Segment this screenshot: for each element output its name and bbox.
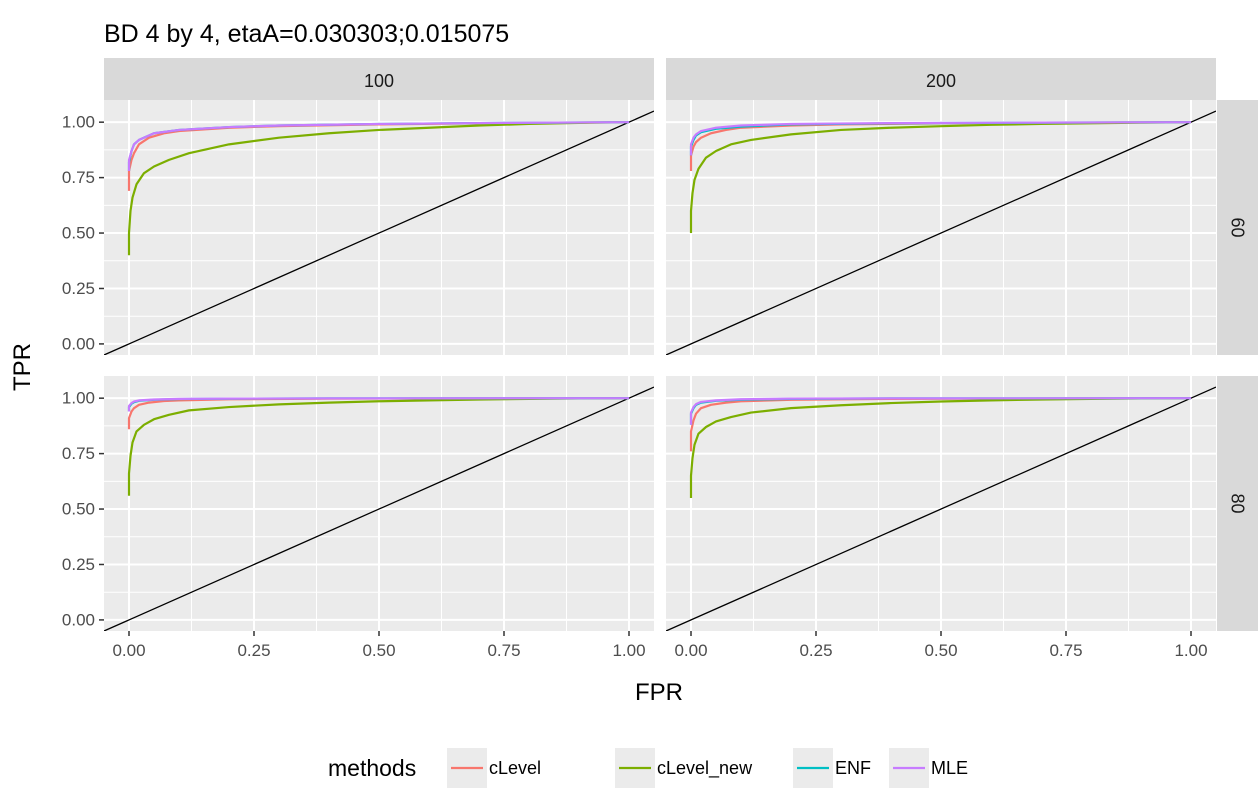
legend-item: ENF — [793, 748, 871, 788]
series-line-MLE — [689, 397, 1192, 425]
series-line-MLE — [127, 121, 630, 171]
y-tick-label: 0.25 — [62, 279, 95, 298]
panel — [666, 100, 1216, 355]
panel-content — [104, 110, 654, 355]
y-tick-label: 0.75 — [62, 444, 95, 463]
facet-strip-row-label: 80 — [1228, 493, 1248, 513]
panel: 0.00 0.25 0.50 0.75 1.00 0.00 0.25 0.50 0.75 1.00 — [62, 376, 654, 660]
facet-strip-col-label: 100 — [364, 71, 394, 91]
panel-content — [104, 386, 654, 631]
y-tick-label: 0.00 — [62, 334, 95, 353]
y-tick-label: 0.00 — [62, 610, 95, 629]
series-line-cLevel_new — [127, 121, 630, 256]
facet-strip-row — [1217, 100, 1258, 355]
x-tick-label: 0.00 — [112, 641, 145, 660]
x-tick-label: 0.75 — [1049, 641, 1082, 660]
series-line-MLE — [689, 121, 1192, 156]
panels-layer: 100 20060800.000.250.500.751.000.000.250.… — [62, 58, 1258, 660]
panel-content — [666, 110, 1216, 355]
legend-label: ENF — [835, 758, 871, 778]
diagonal-reference-line — [104, 110, 654, 355]
series-line-cLevel_new — [689, 121, 1192, 234]
diagonal-reference-line — [104, 386, 654, 631]
facet-strip-col-label: 200 — [926, 71, 956, 91]
x-tick-label: 0.50 — [924, 641, 957, 660]
legend-label: MLE — [931, 758, 968, 778]
y-tick-label: 1.00 — [62, 389, 95, 408]
legend-item: cLevel — [447, 748, 541, 788]
diagonal-reference-line — [666, 110, 1216, 355]
facet-strip-col — [104, 58, 654, 100]
legend-item: cLevel_new — [615, 748, 753, 788]
y-tick-label: 0.75 — [62, 168, 95, 187]
panel: 0.00 0.25 0.50 0.75 1.00 — [62, 100, 654, 355]
series-line-cLevel_new — [689, 397, 1192, 498]
x-tick-label: 0.25 — [237, 641, 270, 660]
chart-title: BD 4 by 4, etaA=0.030303;0.015075 — [104, 20, 509, 48]
diagonal-reference-line — [666, 386, 1216, 631]
legend-label: cLevel_new — [657, 758, 753, 779]
y-axis-label: TPR — [9, 343, 36, 391]
legend: methods cLevel cLevel_new ENF MLE — [328, 748, 968, 788]
facet-strip-row-label: 60 — [1228, 217, 1248, 237]
x-tick-label: 0.00 — [674, 641, 707, 660]
series-line-MLE — [127, 397, 630, 412]
y-tick-label: 0.25 — [62, 555, 95, 574]
facet-strip-row — [1217, 376, 1258, 631]
panel: 0.00 0.25 0.50 0.75 1.00 — [666, 376, 1216, 660]
y-tick-label: 1.00 — [62, 113, 95, 132]
x-tick-label: 1.00 — [612, 641, 645, 660]
panel-content — [666, 386, 1216, 631]
x-tick-label: 1.00 — [1174, 641, 1207, 660]
legend-item: MLE — [889, 748, 968, 788]
x-tick-label: 0.75 — [487, 641, 520, 660]
facet-strip-col — [666, 58, 1216, 100]
series-line-cLevel_new — [127, 397, 630, 496]
y-tick-label: 0.50 — [62, 224, 95, 243]
x-axis-label: FPR — [635, 679, 683, 706]
x-tick-label: 0.50 — [362, 641, 395, 660]
y-tick-label: 0.50 — [62, 500, 95, 519]
legend-label: cLevel — [489, 758, 541, 778]
legend-title: methods — [328, 755, 416, 781]
x-tick-label: 0.25 — [799, 641, 832, 660]
